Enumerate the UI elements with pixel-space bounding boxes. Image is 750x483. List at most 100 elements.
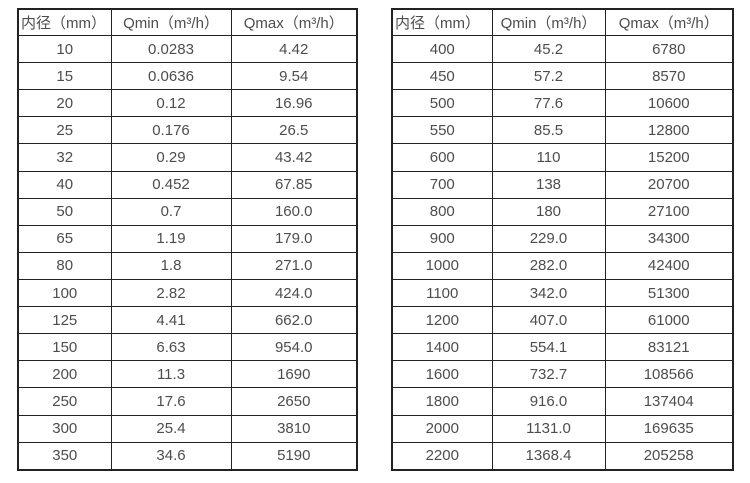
table-cell: 271.0 <box>230 251 358 280</box>
table-cell: 20700 <box>604 170 734 199</box>
table-cell: 350 <box>17 441 112 471</box>
table-cell: 554.1 <box>491 333 606 362</box>
table-row: 700 138 20700 <box>391 170 734 199</box>
table-cell: 0.0636 <box>110 62 232 91</box>
table-cell: 34300 <box>604 224 734 253</box>
table-cell: 108566 <box>604 360 734 389</box>
table-header-row: 内径（mm） Qmin（m³/h） Qmax（m³/h） <box>391 8 734 36</box>
table-cell: 2200 <box>391 441 493 471</box>
table-cell: 11.3 <box>110 360 232 389</box>
table-cell: 110 <box>491 143 606 172</box>
table-cell: 10600 <box>604 89 734 118</box>
table-cell: 137404 <box>604 387 734 416</box>
table-cell: 8570 <box>604 62 734 91</box>
table-row: 1800 916.0 137404 <box>391 387 734 416</box>
table-cell: 800 <box>391 197 493 226</box>
table-row: 50 0.7 160.0 <box>17 197 358 226</box>
table-cell: 34.6 <box>110 441 232 471</box>
table-header-row: 内径（mm） Qmin（m³/h） Qmax（m³/h） <box>17 8 358 36</box>
table-cell: 25 <box>17 116 112 145</box>
table-cell: 300 <box>17 414 112 443</box>
table-cell: 662.0 <box>230 306 358 335</box>
table-cell: 25.4 <box>110 414 232 443</box>
table-row: 200 11.3 1690 <box>17 360 358 389</box>
table-cell: 42400 <box>604 251 734 280</box>
table-row: 20 0.12 16.96 <box>17 89 358 118</box>
table-cell: 1368.4 <box>491 441 606 471</box>
table-cell: 43.42 <box>230 143 358 172</box>
table-cell: 1800 <box>391 387 493 416</box>
table-row: 15 0.0636 9.54 <box>17 62 358 91</box>
table-row: 1100 342.0 51300 <box>391 278 734 308</box>
header-qmin: Qmin（m³/h） <box>491 8 606 36</box>
table-cell: 27100 <box>604 197 734 226</box>
table-cell: 2.82 <box>110 278 232 308</box>
table-cell: 500 <box>391 89 493 118</box>
table-cell: 407.0 <box>491 306 606 335</box>
table-row: 2200 1368.4 205258 <box>391 441 734 471</box>
table-row: 400 45.2 6780 <box>391 34 734 64</box>
table-cell: 1100 <box>391 278 493 308</box>
table-row: 40 0.452 67.85 <box>17 170 358 199</box>
table-cell: 342.0 <box>491 278 606 308</box>
table-cell: 1.8 <box>110 251 232 280</box>
table-cell: 900 <box>391 224 493 253</box>
table-cell: 1600 <box>391 360 493 389</box>
table-cell: 83121 <box>604 333 734 362</box>
table-row: 300 25.4 3810 <box>17 414 358 443</box>
table-row: 500 77.6 10600 <box>391 89 734 118</box>
table-cell: 9.54 <box>230 62 358 91</box>
table-cell: 45.2 <box>491 34 606 64</box>
table-cell: 0.176 <box>110 116 232 145</box>
table-cell: 61000 <box>604 306 734 335</box>
table-cell: 732.7 <box>491 360 606 389</box>
table-cell: 250 <box>17 387 112 416</box>
table-cell: 67.85 <box>230 170 358 199</box>
flow-tables-container: 内径（mm） Qmin（m³/h） Qmax（m³/h） 10 0.0283 4.4… <box>17 8 734 471</box>
table-cell: 400 <box>391 34 493 64</box>
table-row: 25 0.176 26.5 <box>17 116 358 145</box>
table-cell: 1.19 <box>110 224 232 253</box>
table-cell: 40 <box>17 170 112 199</box>
table-cell: 20 <box>17 89 112 118</box>
table-cell: 32 <box>17 143 112 172</box>
table-cell: 0.29 <box>110 143 232 172</box>
table-row: 65 1.19 179.0 <box>17 224 358 253</box>
table-cell: 0.452 <box>110 170 232 199</box>
table-cell: 550 <box>391 116 493 145</box>
table-cell: 57.2 <box>491 62 606 91</box>
table-cell: 1690 <box>230 360 358 389</box>
flow-table-large-diameters: 内径（mm） Qmin（m³/h） Qmax（m³/h） 400 45.2 6780… <box>391 8 734 471</box>
table-cell: 0.0283 <box>110 34 232 64</box>
table-cell: 1400 <box>391 333 493 362</box>
table-row: 1400 554.1 83121 <box>391 333 734 362</box>
table-cell: 10 <box>17 34 112 64</box>
table-cell: 160.0 <box>230 197 358 226</box>
table-cell: 15 <box>17 62 112 91</box>
table-row: 250 17.6 2650 <box>17 387 358 416</box>
header-inner-diameter: 内径（mm） <box>391 8 493 36</box>
table-row: 450 57.2 8570 <box>391 62 734 91</box>
table-cell: 12800 <box>604 116 734 145</box>
table-row: 2000 1131.0 169635 <box>391 414 734 443</box>
table-row: 32 0.29 43.42 <box>17 143 358 172</box>
table-cell: 229.0 <box>491 224 606 253</box>
table-cell: 0.7 <box>110 197 232 226</box>
table-cell: 150 <box>17 333 112 362</box>
table-cell: 2650 <box>230 387 358 416</box>
table-cell: 1131.0 <box>491 414 606 443</box>
header-qmax: Qmax（m³/h） <box>230 8 358 36</box>
table-cell: 700 <box>391 170 493 199</box>
table-cell: 16.96 <box>230 89 358 118</box>
table-cell: 205258 <box>604 441 734 471</box>
table-row: 1200 407.0 61000 <box>391 306 734 335</box>
table-cell: 4.42 <box>230 34 358 64</box>
table-row: 550 85.5 12800 <box>391 116 734 145</box>
table-cell: 179.0 <box>230 224 358 253</box>
table-cell: 15200 <box>604 143 734 172</box>
header-qmin: Qmin（m³/h） <box>110 8 232 36</box>
table-cell: 6.63 <box>110 333 232 362</box>
table-cell: 26.5 <box>230 116 358 145</box>
table-row: 10 0.0283 4.42 <box>17 34 358 64</box>
table-row: 350 34.6 5190 <box>17 441 358 471</box>
